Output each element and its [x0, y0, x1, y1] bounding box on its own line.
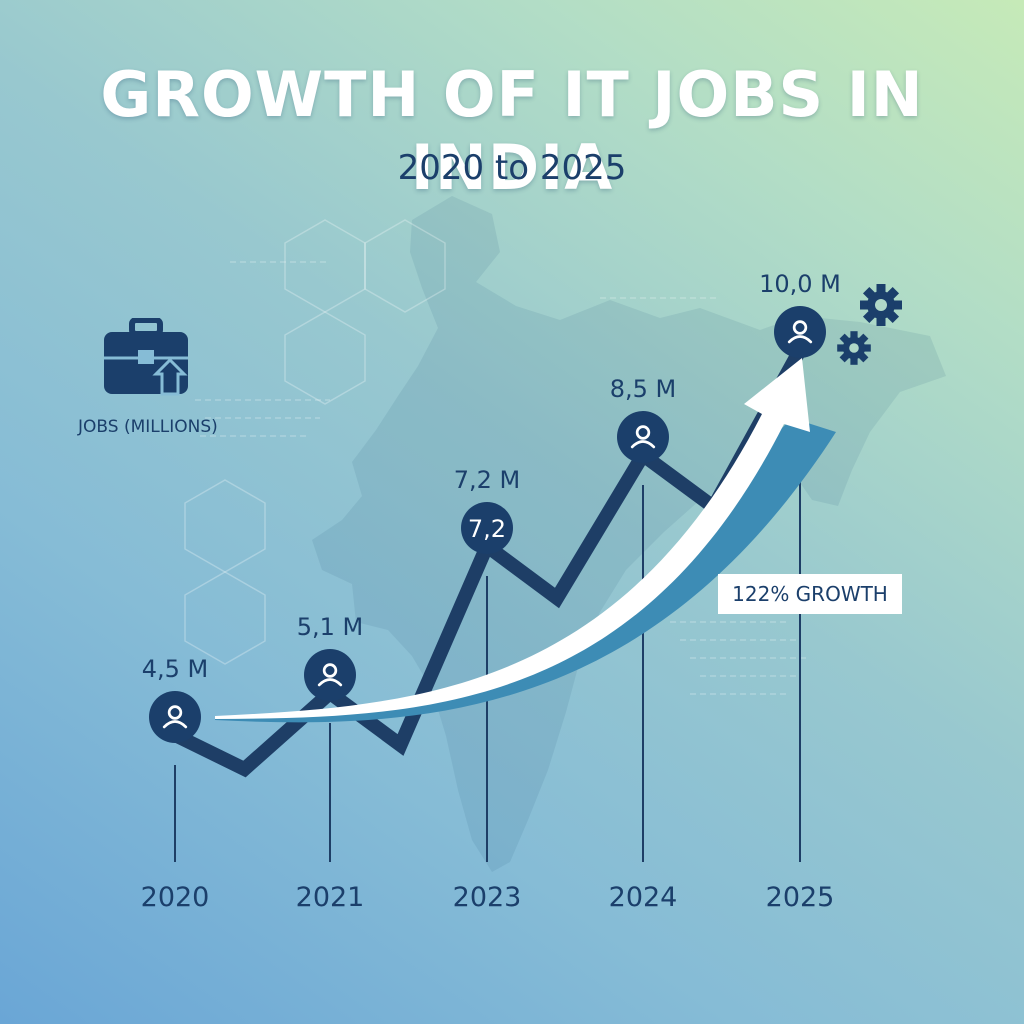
growth-arrow-shadow: [215, 418, 836, 723]
data-point-marker: [774, 306, 826, 358]
data-point-marker: 7,2: [461, 502, 513, 554]
growth-arrow: [215, 358, 810, 719]
marker-label: 7,2: [468, 515, 506, 543]
x-tick-label: 2025: [766, 882, 835, 913]
y-axis-label: JOBS (MILLIONS): [78, 417, 218, 437]
x-tick-label: 2024: [609, 882, 678, 913]
growth-annotation: 122% GROWTH: [718, 574, 902, 614]
data-label: 10,0 M: [759, 270, 841, 298]
circuit-lines-decoration: [195, 261, 810, 695]
chart-title: GROWTH OF IT JOBS IN INDIA: [100, 58, 924, 204]
chart-subtitle: 2020 to 2025: [397, 148, 627, 188]
x-tick-label: 2021: [296, 882, 365, 913]
data-label: 5,1 M: [297, 613, 364, 641]
gear-icon: [860, 284, 902, 326]
data-point-marker: [149, 691, 201, 743]
hexagon-decoration: [184, 219, 446, 665]
data-label: 7,2 M: [454, 466, 521, 494]
gear-icon: [837, 331, 871, 365]
data-point-marker: [304, 649, 356, 701]
x-tick-label: 2020: [141, 882, 210, 913]
data-label: 8,5 M: [610, 375, 677, 403]
data-label: 4,5 M: [142, 655, 209, 683]
data-point-marker: [617, 411, 669, 463]
x-tick-label: 2023: [453, 882, 522, 913]
briefcase-up-arrow-icon: [104, 318, 188, 396]
